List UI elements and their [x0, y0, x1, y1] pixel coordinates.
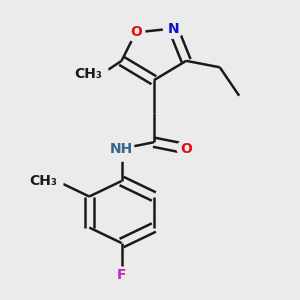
Circle shape — [113, 267, 130, 284]
Circle shape — [32, 166, 63, 197]
Text: O: O — [180, 142, 192, 156]
Circle shape — [164, 19, 183, 38]
Circle shape — [127, 23, 145, 41]
Text: O: O — [130, 26, 142, 39]
Text: CH₃: CH₃ — [29, 174, 57, 188]
Circle shape — [77, 58, 108, 89]
Text: F: F — [117, 268, 126, 282]
Text: CH₃: CH₃ — [74, 67, 102, 81]
Circle shape — [109, 136, 134, 161]
Text: NH: NH — [110, 142, 133, 156]
Circle shape — [177, 140, 195, 158]
Text: N: N — [167, 22, 179, 35]
